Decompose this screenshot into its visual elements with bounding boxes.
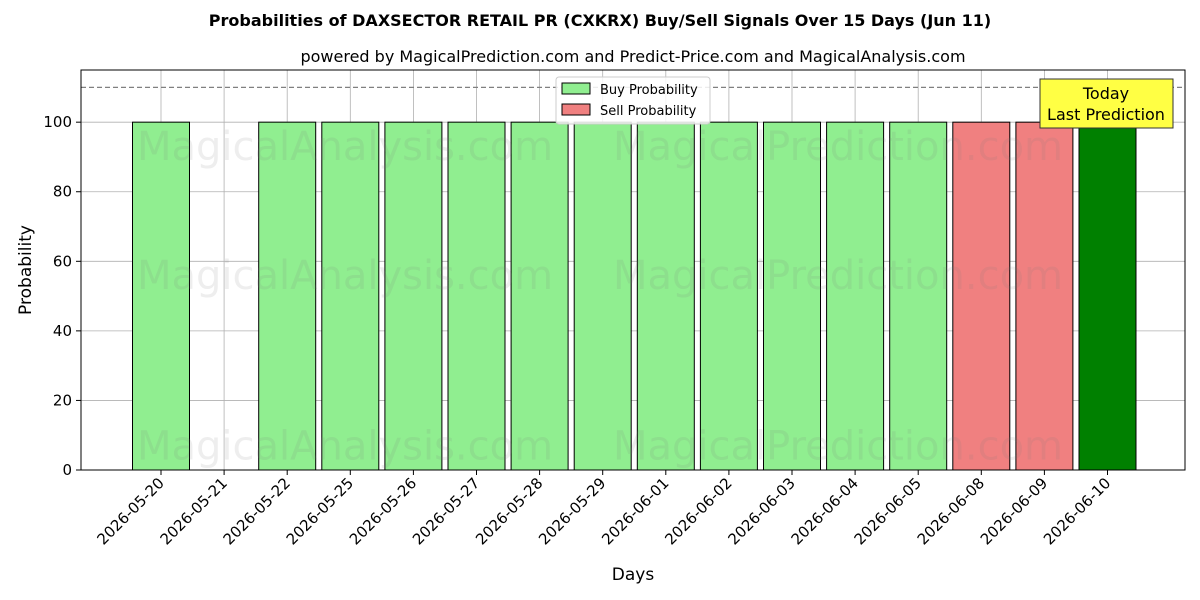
x-tick-label: 2026-05-28: [472, 474, 546, 548]
x-tick-label: 2026-05-25: [283, 474, 357, 548]
bar-today: [1078, 121, 1137, 471]
x-tick-label: 2026-05-21: [157, 474, 231, 548]
watermark-text: MagicalPrediction.com: [613, 253, 1063, 299]
today-annotation: Today Last Prediction: [1039, 78, 1174, 129]
annotation-box: [1039, 78, 1174, 129]
y-tick-label: 60: [53, 252, 72, 270]
y-tick-label: 0: [62, 461, 72, 479]
x-tick-label: 2026-06-05: [851, 474, 925, 548]
chart-title: Probabilities of DAXSECTOR RETAIL PR (CX…: [209, 11, 991, 30]
bar-buy: [826, 121, 885, 471]
watermark-text: MagicalAnalysis.com: [137, 253, 553, 299]
watermark-text: MagicalAnalysis.com: [137, 124, 553, 170]
x-tick-label: 2026-06-10: [1040, 474, 1114, 548]
x-tick-label: 2026-05-26: [346, 474, 420, 548]
watermark-text: MagicalAnalysis.com: [137, 424, 553, 470]
plot-frame: [80, 69, 1186, 471]
x-tick-label: 2026-05-27: [409, 474, 483, 548]
legend-swatch: [561, 103, 591, 116]
annotation-line2: Last Prediction: [1047, 105, 1165, 124]
y-tick-label: 40: [53, 322, 72, 340]
x-tick-label: 2026-05-29: [535, 474, 609, 548]
y-tick-label: 20: [53, 391, 72, 409]
bar-buy: [447, 121, 506, 471]
x-axis-title: Days: [612, 565, 655, 585]
x-tick-label: 2026-06-03: [724, 474, 798, 548]
bar-buy: [573, 121, 632, 471]
legend-label: Buy Probability: [600, 83, 698, 98]
watermark-text: MagicalPrediction.com: [613, 424, 1063, 470]
x-tick-label: 2026-06-04: [788, 474, 862, 548]
x-tick-label: 2026-05-20: [93, 474, 167, 548]
x-tick-label: 2026-06-01: [598, 474, 672, 548]
watermark-text: MagicalPrediction.com: [613, 124, 1063, 170]
chart-subtitle: powered by MagicalPrediction.com and Pre…: [300, 47, 965, 66]
bar-buy: [763, 121, 821, 471]
x-tick-label: 2026-06-09: [977, 474, 1051, 548]
bar-buy: [321, 121, 380, 471]
bar-buy: [699, 121, 758, 471]
x-tick-label: 2026-05-22: [220, 474, 294, 548]
bar-buy: [889, 121, 948, 471]
watermarks: MagicalAnalysis.com MagicalPrediction.com…: [137, 124, 1063, 469]
bar-sell: [952, 121, 1011, 471]
x-tick-label: 2026-06-08: [914, 474, 988, 548]
legend-box: [555, 76, 711, 125]
annotation-line1: Today: [1082, 84, 1129, 103]
y-tick-label: 80: [53, 183, 72, 201]
y-axis-title: Probability: [16, 225, 36, 315]
y-tick-label: 100: [43, 113, 72, 131]
bar-sell: [1015, 121, 1074, 471]
bars: [81, 86, 1185, 471]
legend: Buy Probability Sell Probability: [555, 76, 711, 125]
legend-label: Sell Probability: [600, 104, 697, 119]
x-tick-label: 2026-06-02: [661, 474, 735, 548]
bar-buy: [510, 121, 569, 471]
legend-swatch: [561, 82, 591, 95]
bar-buy: [384, 121, 443, 471]
